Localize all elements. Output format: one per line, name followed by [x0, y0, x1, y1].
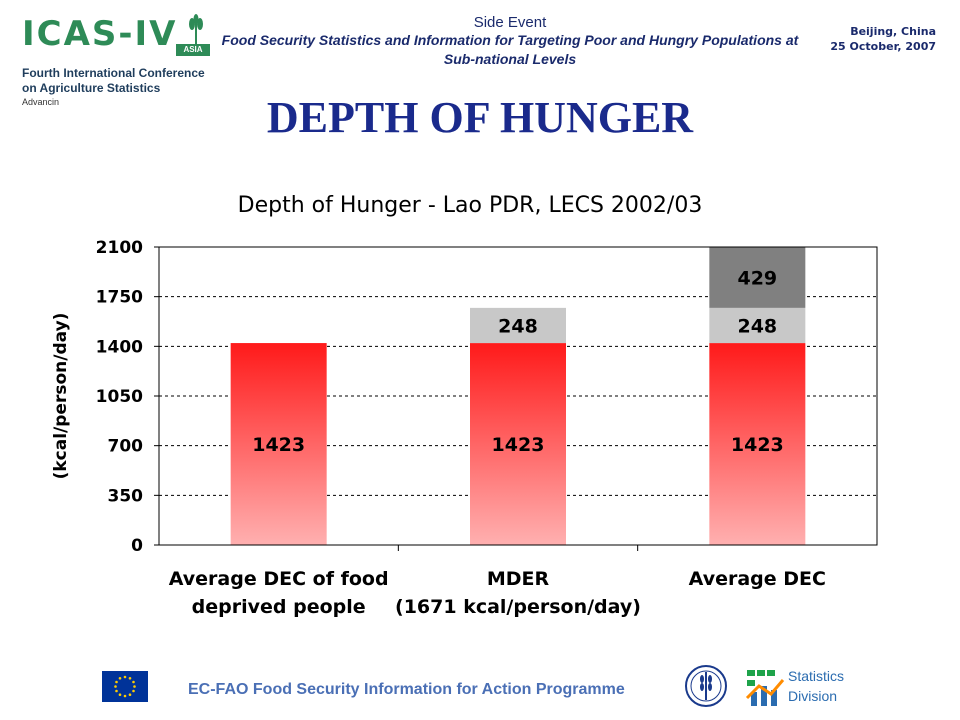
- programme-name: EC-FAO Food Security Information for Act…: [188, 681, 625, 698]
- icas-logo: ICAS-IV ASIA Fourth International Confer…: [18, 14, 210, 107]
- bar-value-label: 1423: [252, 434, 305, 456]
- fao-logo-icon: [685, 665, 727, 707]
- slide-title: DEPTH OF HUNGER: [266, 93, 694, 142]
- conference-name-line2: on Agriculture Statistics: [22, 81, 161, 95]
- depth-of-hunger-chart: Depth of Hunger - Lao PDR, LECS 2002/03 …: [51, 193, 878, 618]
- bar-value-label: 1423: [731, 434, 784, 456]
- wheat-icon: [189, 14, 203, 44]
- venue-info: Beijing, China 25 October, 2007: [830, 24, 936, 54]
- icas-logo-letters: ICAS-IV: [22, 14, 178, 54]
- x-category-label: deprived people: [192, 596, 366, 618]
- logo-subtext: Advancin: [22, 97, 60, 107]
- y-tick-labels: 0 350 700 1050 1400 1750 2100: [96, 238, 143, 556]
- bar-segment: [470, 343, 566, 545]
- y-tick-label: 350: [108, 486, 144, 506]
- y-tick-label: 2100: [96, 238, 143, 258]
- y-tick-label: 1400: [96, 337, 143, 357]
- asia-badge: ASIA: [176, 44, 210, 56]
- side-event-title: Food Security Statistics and Information…: [221, 32, 799, 67]
- bar-segment: [709, 343, 806, 545]
- eu-flag: [102, 671, 148, 702]
- bar-segment: [470, 307, 566, 344]
- x-category-label: (1671 kcal/person/day): [395, 596, 641, 618]
- grid-lines: [154, 246, 877, 551]
- bar-value-label: 1423: [492, 434, 545, 456]
- conference-name-line1: Fourth International Conference: [22, 66, 205, 80]
- bar-segment: [230, 343, 327, 545]
- location-text: Beijing, China: [850, 25, 936, 38]
- side-event-header: Side Event Food Security Statistics and …: [220, 14, 800, 69]
- x-category-label: Average DEC of food: [169, 568, 389, 590]
- y-axis-label: (kcal/person/day): [51, 313, 71, 480]
- x-category-label: MDER: [487, 568, 550, 590]
- side-event-label: Side Event: [473, 14, 547, 31]
- date-text: 25 October, 2007: [830, 40, 936, 53]
- y-tick-label: 700: [108, 437, 144, 457]
- bar-segment: [709, 307, 806, 344]
- data-labels: 1423 1423 248 1423 248 429: [252, 267, 784, 456]
- bars: [230, 247, 806, 545]
- statistics-division-icon: [745, 670, 785, 706]
- y-tick-label: 0: [131, 536, 143, 556]
- statistics-label: Statistics: [788, 668, 845, 684]
- bar-value-label: 248: [737, 315, 777, 337]
- x-category-label: Average DEC: [689, 568, 826, 590]
- plot-frame: [158, 246, 878, 546]
- x-category-labels: Average DEC of food deprived people MDER (1…: [169, 568, 826, 618]
- bar-value-label: 429: [737, 267, 777, 289]
- bar-segment: [709, 247, 806, 308]
- y-tick-label: 1750: [96, 288, 143, 308]
- division-label: Division: [788, 688, 838, 704]
- chart-title: Depth of Hunger - Lao PDR, LECS 2002/03: [238, 193, 703, 218]
- bar-value-label: 248: [498, 315, 538, 337]
- y-tick-label: 1050: [96, 387, 143, 407]
- statistics-division-label: Statistics Division: [788, 666, 844, 706]
